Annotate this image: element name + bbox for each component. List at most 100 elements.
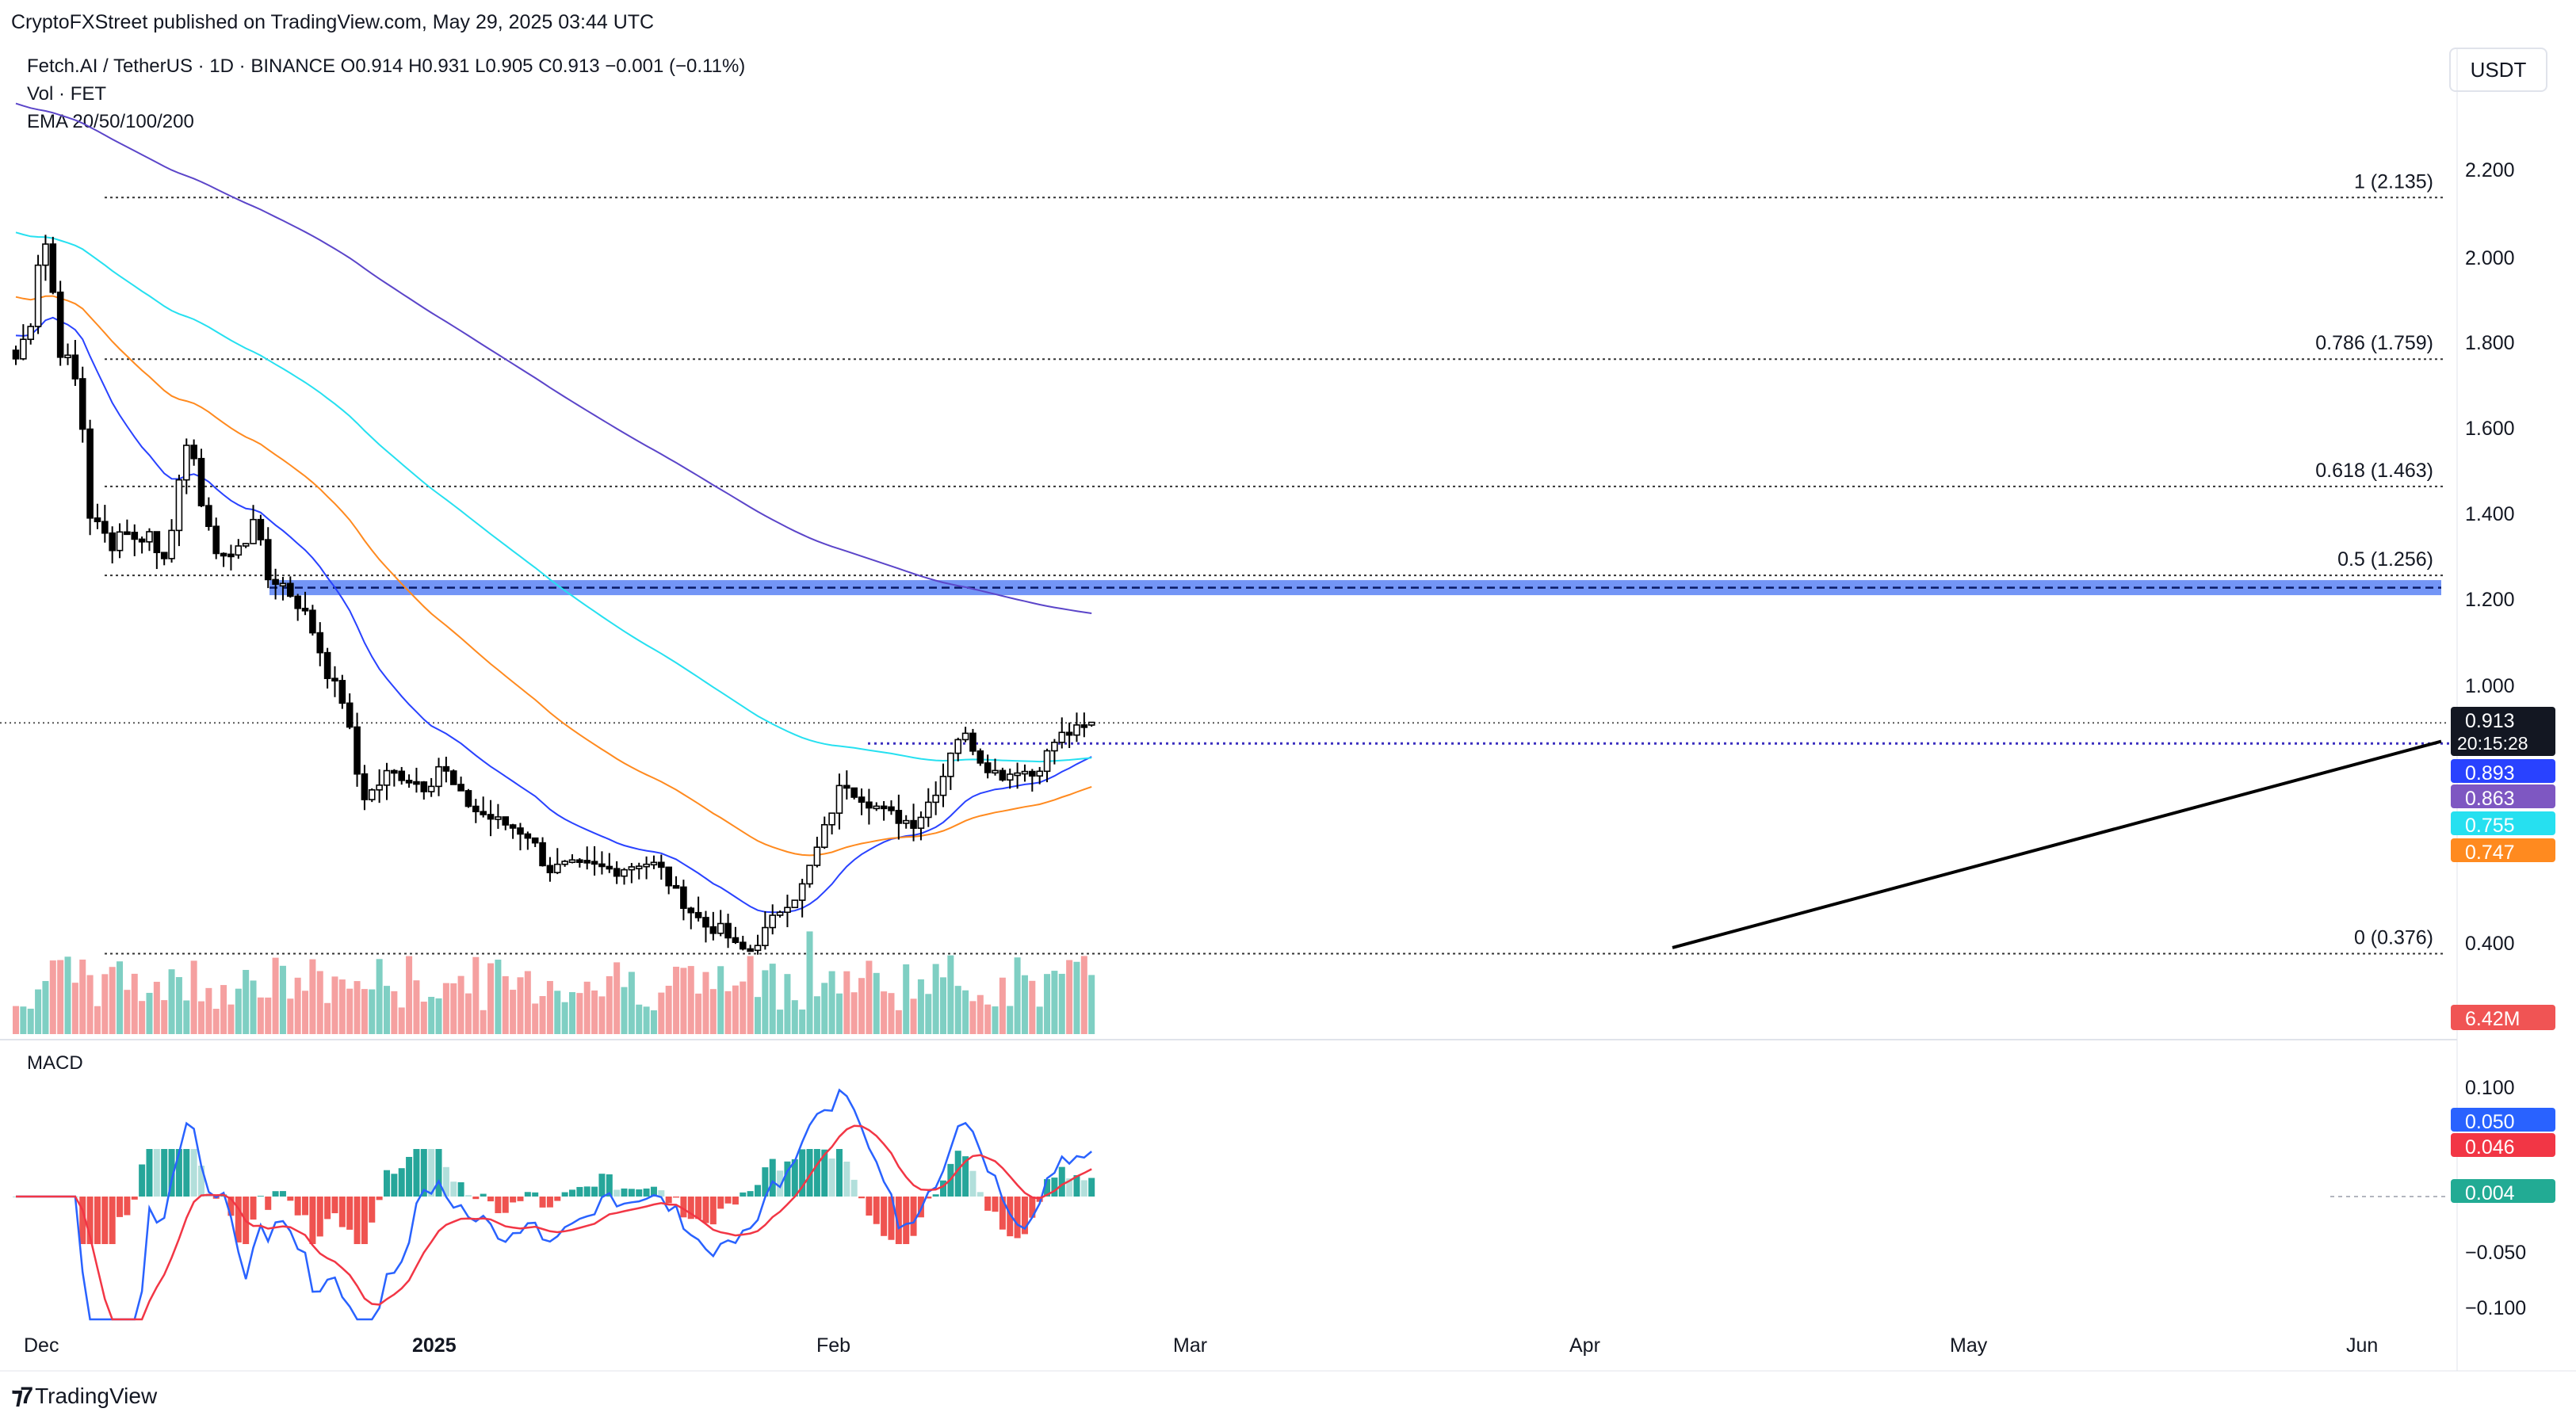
ema20-line[interactable] bbox=[15, 316, 1092, 914]
candle[interactable] bbox=[480, 811, 487, 815]
candle[interactable] bbox=[961, 732, 969, 741]
candle[interactable] bbox=[1006, 773, 1014, 781]
candle[interactable] bbox=[561, 861, 568, 865]
candle[interactable] bbox=[568, 859, 576, 864]
candle[interactable] bbox=[64, 354, 71, 359]
candle[interactable] bbox=[301, 607, 309, 612]
candle[interactable] bbox=[665, 866, 672, 887]
candle[interactable] bbox=[242, 543, 250, 547]
candle[interactable] bbox=[992, 769, 999, 774]
candle[interactable] bbox=[680, 886, 687, 909]
macd-line[interactable] bbox=[16, 1088, 1092, 1321]
candle[interactable] bbox=[182, 445, 190, 481]
candle[interactable] bbox=[457, 784, 464, 792]
candle[interactable] bbox=[828, 812, 835, 826]
macd-legend[interactable]: MACD bbox=[27, 1052, 83, 1074]
macd-badge-0[interactable] bbox=[2451, 1108, 2555, 1132]
candle[interactable] bbox=[1058, 731, 1066, 743]
candle[interactable] bbox=[539, 842, 546, 867]
candle[interactable] bbox=[694, 911, 702, 918]
volume-legend[interactable]: Vol · FET bbox=[27, 83, 107, 105]
macd-badge-1[interactable] bbox=[2451, 1133, 2555, 1157]
candle[interactable] bbox=[56, 291, 64, 358]
candle[interactable] bbox=[427, 785, 435, 792]
candle[interactable] bbox=[583, 860, 591, 864]
ema-badge-3[interactable] bbox=[2451, 838, 2555, 862]
candle[interactable] bbox=[806, 865, 813, 885]
candle[interactable] bbox=[227, 553, 235, 558]
ema100-line[interactable] bbox=[15, 231, 1092, 763]
candle[interactable] bbox=[739, 941, 747, 950]
candle[interactable] bbox=[762, 926, 769, 946]
ema-legend[interactable]: EMA 20/50/100/200 bbox=[27, 111, 194, 132]
candle[interactable] bbox=[71, 354, 79, 380]
candle[interactable] bbox=[784, 907, 791, 914]
candle[interactable] bbox=[606, 865, 613, 870]
candle[interactable] bbox=[435, 765, 442, 788]
candle[interactable] bbox=[517, 827, 524, 835]
candle[interactable] bbox=[257, 518, 265, 540]
candle[interactable] bbox=[509, 824, 517, 829]
candle[interactable] bbox=[791, 899, 799, 909]
candle[interactable] bbox=[628, 866, 636, 871]
candle[interactable] bbox=[49, 243, 57, 293]
candle[interactable] bbox=[732, 937, 740, 944]
candle[interactable] bbox=[346, 702, 354, 728]
candle[interactable] bbox=[449, 770, 457, 785]
candle[interactable] bbox=[376, 784, 383, 791]
candle[interactable] bbox=[168, 529, 175, 559]
candle[interactable] bbox=[858, 796, 866, 804]
candle[interactable] bbox=[272, 578, 279, 586]
candle[interactable] bbox=[531, 837, 539, 844]
candle[interactable] bbox=[776, 911, 784, 916]
candle[interactable] bbox=[717, 922, 724, 934]
candle[interactable] bbox=[391, 769, 398, 774]
candle[interactable] bbox=[835, 784, 843, 814]
candle[interactable] bbox=[101, 521, 109, 534]
candle[interactable] bbox=[316, 632, 324, 654]
candle[interactable] bbox=[932, 794, 939, 804]
candle[interactable] bbox=[769, 914, 777, 929]
last-price-badge[interactable] bbox=[2451, 707, 2555, 756]
volume-badge[interactable] bbox=[2451, 1005, 2555, 1030]
candle[interactable] bbox=[34, 264, 42, 327]
candle[interactable] bbox=[754, 945, 762, 952]
currency-button[interactable]: USDT bbox=[2449, 48, 2547, 92]
candle[interactable] bbox=[1021, 770, 1029, 775]
candle[interactable] bbox=[368, 789, 376, 800]
candle[interactable] bbox=[880, 805, 888, 810]
candle[interactable] bbox=[20, 338, 27, 360]
candle[interactable] bbox=[294, 595, 301, 609]
candle[interactable] bbox=[383, 769, 391, 786]
signal-line[interactable] bbox=[16, 1124, 1092, 1321]
candle[interactable] bbox=[672, 884, 680, 889]
candle[interactable] bbox=[621, 868, 628, 877]
candle[interactable] bbox=[138, 538, 146, 543]
candle[interactable] bbox=[866, 801, 873, 809]
candle[interactable] bbox=[287, 582, 294, 597]
candle[interactable] bbox=[27, 326, 35, 341]
candle[interactable] bbox=[1036, 770, 1043, 777]
candle[interactable] bbox=[1014, 772, 1021, 777]
candle[interactable] bbox=[472, 805, 480, 813]
candle[interactable] bbox=[1065, 731, 1073, 736]
candle[interactable] bbox=[42, 243, 49, 266]
candle[interactable] bbox=[264, 539, 272, 581]
candle[interactable] bbox=[420, 781, 428, 792]
candle[interactable] bbox=[850, 787, 858, 798]
candle[interactable] bbox=[1087, 721, 1095, 726]
candle[interactable] bbox=[190, 445, 197, 460]
candle[interactable] bbox=[553, 863, 561, 873]
candle[interactable] bbox=[658, 861, 665, 868]
candle[interactable] bbox=[405, 780, 413, 784]
candle[interactable] bbox=[442, 765, 450, 772]
candle[interactable] bbox=[724, 922, 732, 939]
candle[interactable] bbox=[813, 846, 821, 866]
candle[interactable] bbox=[902, 819, 910, 824]
candle[interactable] bbox=[78, 378, 86, 430]
candle[interactable] bbox=[354, 726, 361, 775]
candle[interactable] bbox=[873, 805, 881, 810]
candle[interactable] bbox=[598, 863, 606, 868]
macd-badge-2[interactable] bbox=[2451, 1179, 2555, 1203]
